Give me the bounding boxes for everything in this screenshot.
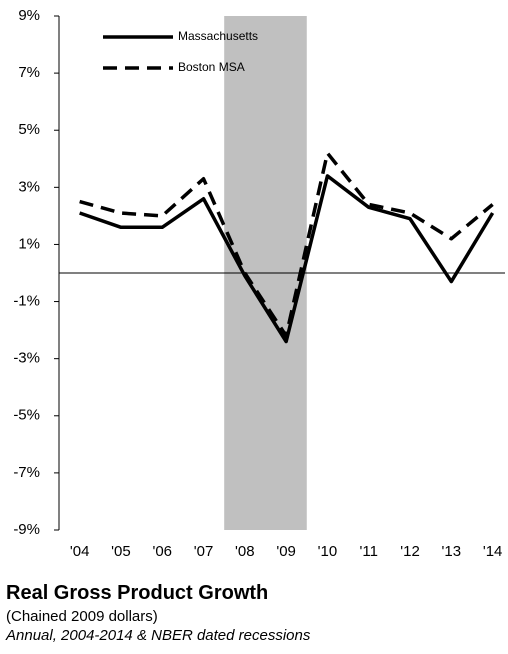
y-tick-label: 7%	[18, 64, 40, 81]
x-tick-label: '10	[318, 543, 338, 560]
x-tick-label: '08	[235, 543, 255, 560]
legend-label: Boston MSA	[178, 60, 245, 74]
x-tick-label: '07	[194, 543, 214, 560]
x-tick-label: '04	[70, 543, 90, 560]
x-tick-label: '06	[152, 543, 172, 560]
y-tick-label: -9%	[13, 521, 40, 538]
chart-subtitle: (Chained 2009 dollars)	[6, 608, 158, 625]
y-tick-label: -5%	[13, 407, 40, 424]
x-tick-label: '14	[483, 543, 503, 560]
x-tick-label: '13	[442, 543, 462, 560]
y-tick-label: 9%	[18, 7, 40, 24]
series-line	[79, 174, 495, 344]
chart-title: Real Gross Product Growth	[6, 582, 269, 604]
y-tick-label: -7%	[13, 464, 40, 481]
y-tick-label: 5%	[18, 121, 40, 138]
x-tick-label: '12	[400, 543, 420, 560]
y-tick-label: -3%	[13, 350, 40, 367]
y-tick-label: -1%	[13, 293, 40, 310]
y-tick-label: 3%	[18, 178, 40, 195]
x-tick-label: '11	[360, 543, 378, 560]
y-tick-label: 1%	[18, 235, 40, 252]
x-tick-label: '05	[111, 543, 131, 560]
chart: -9% -7% -5% -3% -1% 1% 3% 5% 7% 9% '04 '05 '06 '07 '08…	[13, 7, 505, 560]
x-tick-label: '09	[276, 543, 296, 560]
series-line	[79, 151, 494, 338]
legend-label: Massachusetts	[178, 29, 258, 43]
chart-note: Annual, 2004-2014 & NBER dated recession…	[6, 627, 311, 644]
